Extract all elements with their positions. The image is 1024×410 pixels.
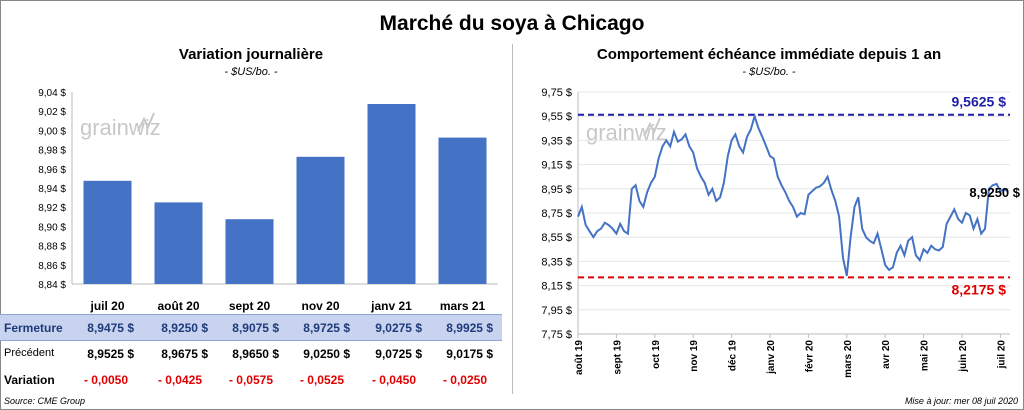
y-tick-label: 8,94 $ xyxy=(38,184,66,195)
previous-cell: 8,9525 $ xyxy=(87,347,134,361)
table-row-close: Fermeture 8,9475 $ 8,9250 $ 8,9075 $ 8,9… xyxy=(0,314,502,341)
x-tick-label: janv 20 xyxy=(766,340,777,375)
y-tick-label: 9,04 $ xyxy=(38,88,66,99)
x-tick-label: oct 19 xyxy=(651,340,662,369)
bar xyxy=(154,202,203,284)
previous-cell: 8,9675 $ xyxy=(161,347,208,361)
y-tick-label: 8,96 $ xyxy=(38,165,66,176)
x-tick-label: juil 20 xyxy=(89,299,124,313)
previous-cell: 9,0175 $ xyxy=(446,347,493,361)
y-tick-label: 7,75 $ xyxy=(541,329,572,341)
y-tick-label: 9,00 $ xyxy=(38,126,66,137)
previous-cell: 8,9650 $ xyxy=(232,347,279,361)
bar xyxy=(438,137,487,284)
bar xyxy=(83,180,132,284)
x-tick-label: févr 20 xyxy=(804,340,815,373)
x-tick-label: août 20 xyxy=(157,299,199,313)
y-tick-label: 8,75 $ xyxy=(541,208,572,220)
y-tick-label: 8,92 $ xyxy=(38,203,66,214)
last-price-label: 8,9250 $ xyxy=(969,185,1020,200)
price-line xyxy=(577,112,1009,277)
y-tick-label: 7,95 $ xyxy=(541,305,572,317)
high-label: 9,5625 $ xyxy=(952,94,1007,110)
row-label-previous: Précédent xyxy=(4,347,55,359)
y-tick-label: 9,75 $ xyxy=(541,87,572,99)
low-label: 8,2175 $ xyxy=(952,281,1007,297)
close-cell: 8,9475 $ xyxy=(87,321,134,335)
left-panel-title: Variation journalière xyxy=(178,46,324,63)
y-tick-label: 8,88 $ xyxy=(38,242,66,253)
x-tick-label: avr 20 xyxy=(881,340,892,369)
y-tick-label: 8,55 $ xyxy=(541,232,572,244)
table-row-previous: Précédent 8,9525 $ 8,9675 $ 8,9650 $ 9,0… xyxy=(0,341,502,366)
variation-cell: - 0,0425 xyxy=(157,373,202,387)
previous-cell: 9,0250 $ xyxy=(303,347,350,361)
update-note: Mise à jour: mer 08 juil 2020 xyxy=(904,396,1018,406)
x-tick-label: janv 21 xyxy=(370,299,412,313)
right-panel-title: Comportement échéance immédiate depuis 1… xyxy=(596,46,942,63)
close-cell: 8,9250 $ xyxy=(161,321,208,335)
panel-divider xyxy=(512,44,513,394)
x-tick-label: juil 20 xyxy=(996,340,1007,370)
right-panel-subtitle: - $US/bo. - xyxy=(742,66,796,78)
variation-cell: - 0,0525 xyxy=(299,373,344,387)
watermark-mark xyxy=(137,112,155,132)
y-tick-label: 9,02 $ xyxy=(38,107,66,118)
y-tick-label: 9,55 $ xyxy=(541,111,572,123)
x-tick-label: mai 20 xyxy=(920,340,931,372)
y-tick-label: 8,90 $ xyxy=(38,222,66,233)
x-tick-label: nov 20 xyxy=(301,299,339,313)
table-row-variation: Variation - 0,0050 - 0,0425 - 0,0575 - 0… xyxy=(0,367,502,392)
close-cell: 8,9925 $ xyxy=(446,321,493,335)
variation-cell: - 0,0575 xyxy=(228,373,273,387)
x-tick-label: mars 20 xyxy=(843,340,854,378)
close-cell: 8,9725 $ xyxy=(303,321,350,335)
x-tick-label: déc 19 xyxy=(728,340,739,372)
x-tick-label: sept 20 xyxy=(229,299,271,313)
bar xyxy=(296,156,345,284)
close-cell: 8,9075 $ xyxy=(232,321,279,335)
close-cell: 9,0275 $ xyxy=(375,321,422,335)
x-tick-label: nov 19 xyxy=(689,340,700,372)
watermark-mark xyxy=(643,117,661,137)
x-tick-label: août 19 xyxy=(574,340,585,375)
variation-cell: - 0,0050 xyxy=(83,373,128,387)
variation-cell: - 0,0450 xyxy=(371,373,416,387)
y-tick-label: 8,15 $ xyxy=(541,281,572,293)
y-tick-label: 8,86 $ xyxy=(38,261,66,272)
y-tick-label: 8,95 $ xyxy=(541,184,572,196)
x-tick-label: juin 20 xyxy=(958,340,969,373)
bar xyxy=(367,104,416,284)
x-tick-label: mars 21 xyxy=(440,299,486,313)
source-note: Source: CME Group xyxy=(4,396,86,406)
row-label-close: Fermeture xyxy=(4,321,63,335)
previous-cell: 9,0725 $ xyxy=(375,347,422,361)
x-tick-label: sept 19 xyxy=(612,340,623,375)
y-tick-label: 9,15 $ xyxy=(541,160,572,172)
page-title: Marché du soya à Chicago xyxy=(379,12,645,35)
variation-cell: - 0,0250 xyxy=(442,373,487,387)
bar xyxy=(225,219,274,284)
y-tick-label: 8,35 $ xyxy=(541,256,572,268)
left-panel-subtitle: - $US/bo. - xyxy=(224,66,278,78)
y-tick-label: 8,84 $ xyxy=(38,280,66,291)
row-label-variation: Variation xyxy=(4,373,55,387)
y-tick-label: 9,35 $ xyxy=(541,135,572,147)
y-tick-label: 8,98 $ xyxy=(38,146,66,157)
